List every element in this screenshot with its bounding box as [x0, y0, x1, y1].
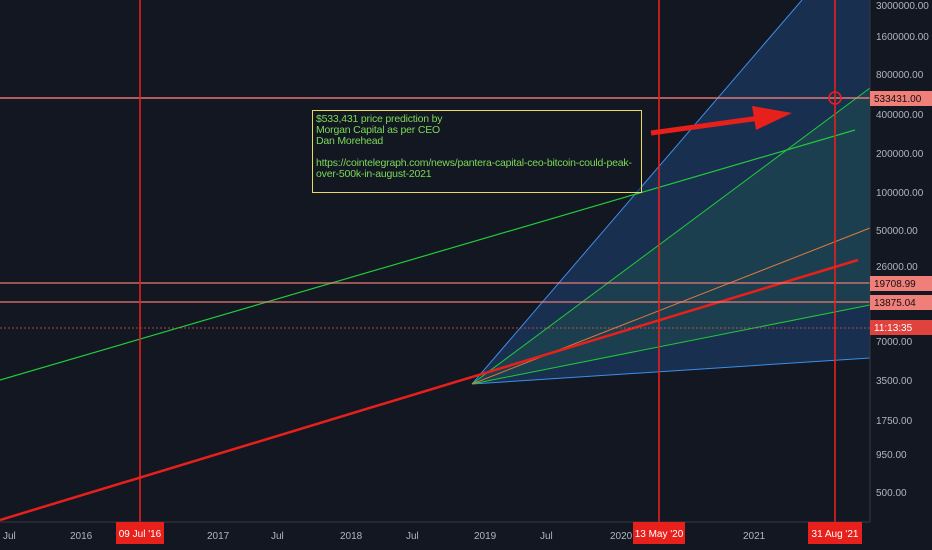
date-marker-label-bg [808, 522, 862, 544]
x-tick-label: 2019 [474, 531, 497, 542]
annotation-line: over-500k-in-august-2021 [316, 168, 432, 180]
annotation-line: Morgan Capital as per CEO [316, 124, 440, 136]
annotation-line: https://cointelegraph.com/news/pantera-c… [316, 157, 632, 169]
y-tick-label: 7000.00 [876, 337, 913, 348]
support-trend-line [0, 258, 859, 522]
y-tick-label: 3000000.00 [876, 1, 929, 12]
y-tick-label: 1750.00 [876, 416, 913, 427]
x-tick-label: 2017 [207, 531, 230, 542]
long-trend-line [0, 129, 856, 381]
price-label: 19708.99 [874, 279, 916, 290]
y-tick-label: 800000.00 [876, 70, 924, 81]
target-circle [828, 91, 842, 105]
price-label-bg [870, 295, 932, 310]
x-tick-label: Jul [406, 531, 419, 542]
y-tick-label: 950.00 [876, 450, 907, 461]
y-tick-label: 400000.00 [876, 110, 924, 121]
x-tick-label: Jul [271, 531, 284, 542]
date-marker-label: 31 Aug '21 [812, 529, 859, 540]
x-tick-label: 2020 [610, 531, 633, 542]
y-tick-label: 200000.00 [876, 149, 924, 160]
x-tick-label: 2021 [743, 531, 766, 542]
y-tick-label: 1600000.00 [876, 32, 929, 43]
prediction-arrow-shaft [650, 115, 761, 136]
annotation-line: $533,431 price prediction by [316, 113, 443, 125]
x-tick-label: 2016 [70, 531, 93, 542]
fan-lower-line [471, 357, 871, 385]
price-label-bg [870, 320, 932, 335]
price-label: 11:13:35 [874, 323, 913, 334]
fan-fill [472, 0, 870, 384]
fan-green-line [471, 87, 871, 385]
y-tick-label: 500.00 [876, 488, 907, 499]
price-label: 13875.04 [874, 298, 916, 309]
y-tick-label: 50000.00 [876, 226, 918, 237]
x-tick-label: 2018 [340, 531, 363, 542]
annotation-line: Dan Morehead [316, 135, 384, 147]
prediction-annotation: $533,431 price prediction by Morgan Capi… [312, 110, 642, 193]
price-label-bg [870, 91, 932, 106]
price-label: 533431.00 [874, 94, 922, 105]
x-tick-label: Jul [3, 531, 16, 542]
y-tick-label: 100000.00 [876, 188, 924, 199]
fan-green-lower-line [471, 304, 871, 385]
y-tick-label: 26000.00 [876, 262, 918, 273]
prediction-arrow-head [752, 106, 792, 130]
date-marker-label-bg [633, 522, 685, 544]
x-tick-label: Jul [540, 531, 553, 542]
date-marker-label: 13 May '20 [635, 529, 684, 540]
date-marker-label: 09 Jul '16 [119, 529, 162, 540]
date-marker-label-bg [116, 522, 164, 544]
price-label-bg [870, 276, 932, 291]
y-tick-label: 3500.00 [876, 376, 913, 387]
